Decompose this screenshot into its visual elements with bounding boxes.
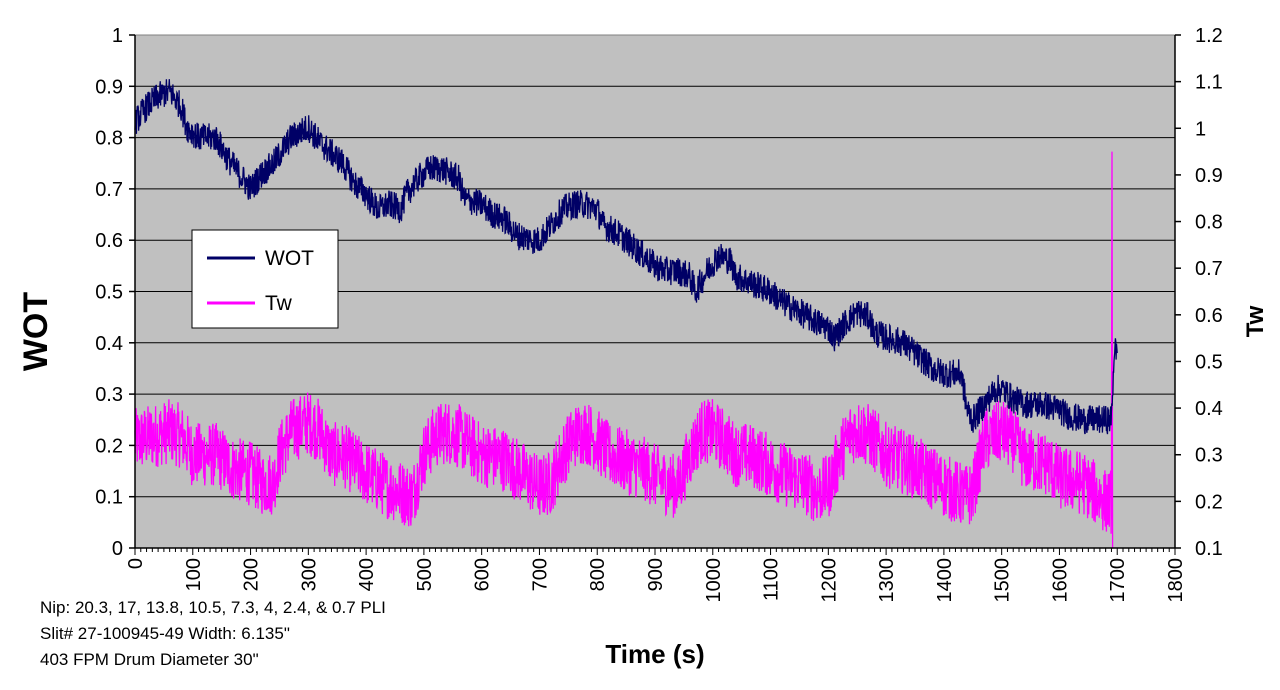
x-tick-label: 1400 — [934, 558, 956, 603]
x-tick-label: 300 — [298, 558, 320, 591]
y-right-tick-label: 0.7 — [1195, 258, 1223, 280]
note-nip: Nip: 20.3, 17, 13.8, 10.5, 7.3, 4, 2.4, … — [40, 598, 386, 617]
series-line-tw — [134, 151, 1114, 549]
y-left-tick-label: 0.6 — [95, 230, 123, 252]
x-tick-label: 900 — [645, 558, 667, 591]
x-axis-title: Time (s) — [605, 639, 704, 669]
y-right-tick-label: 0.4 — [1195, 398, 1223, 420]
legend-box — [191, 229, 339, 329]
note-speed: 403 FPM Drum Diameter 30" — [40, 650, 259, 669]
y-left-tick-label: 0.3 — [95, 384, 123, 406]
y-left-tick-label: 0.5 — [95, 282, 123, 304]
y-right-tick-label: 0.2 — [1195, 491, 1223, 513]
series-line-wot — [134, 79, 1118, 435]
x-tick-label: 1200 — [818, 558, 840, 603]
x-tick-label: 1600 — [1049, 558, 1071, 603]
legend: WOT Tw — [191, 229, 339, 329]
y-left-tick-label: 0.7 — [95, 179, 123, 201]
y-right-tick-label: 0.6 — [1195, 305, 1223, 327]
y-right-tick-label: 0.9 — [1195, 165, 1223, 187]
y-axis-left-title: WOT — [17, 292, 55, 372]
y-right-tick-label: 0.5 — [1195, 351, 1223, 373]
axes: 0 0.1 0.2 0.3 0.4 0.5 0.6 0.7 0.8 0.9 1 0.1 0.2 0.3 0.… — [95, 25, 1223, 603]
x-tick-label: 400 — [356, 558, 378, 591]
x-tick-label: 1700 — [1107, 558, 1129, 603]
series-layer — [134, 79, 1118, 549]
y-right-tick-label: 0.8 — [1195, 212, 1223, 234]
y-left-tick-label: 0.9 — [95, 76, 123, 98]
y-right-tick-label: 0.3 — [1195, 445, 1223, 467]
y-right-tick-label: 0.1 — [1195, 538, 1223, 560]
y-left-tick-label: 0.2 — [95, 435, 123, 457]
x-tick-label: 200 — [241, 558, 263, 591]
note-slit: Slit# 27-100945-49 Width: 6.135" — [40, 624, 290, 643]
legend-label-tw: Tw — [265, 292, 293, 315]
x-tick-label: 500 — [414, 558, 436, 591]
x-tick-label: 800 — [587, 558, 609, 591]
x-tick-label: 700 — [529, 558, 551, 591]
x-tick-label: 1500 — [992, 558, 1014, 603]
y-right-tick-label: 1.2 — [1195, 25, 1223, 47]
x-tick-label: 100 — [183, 558, 205, 591]
y-left-tick-label: 0.4 — [95, 333, 123, 355]
x-tick-label: 600 — [472, 558, 494, 591]
x-tick-label: 1300 — [876, 558, 898, 603]
x-tick-label: 1000 — [703, 558, 725, 603]
legend-label-wot: WOT — [265, 247, 314, 270]
y-right-tick-label: 1 — [1195, 118, 1206, 140]
y-left-tick-label: 0.1 — [95, 487, 123, 509]
y-left-tick-label: 0.8 — [95, 128, 123, 150]
y-left-tick-label: 1 — [112, 25, 123, 47]
x-tick-label: 1800 — [1165, 558, 1187, 603]
y-axis-right-title: Tw — [1242, 305, 1269, 337]
x-tick-label: 1100 — [761, 558, 783, 601]
x-tick-label: 0 — [125, 558, 147, 569]
y-left-tick-label: 0 — [112, 538, 123, 560]
y-right-tick-label: 1.1 — [1195, 72, 1223, 94]
